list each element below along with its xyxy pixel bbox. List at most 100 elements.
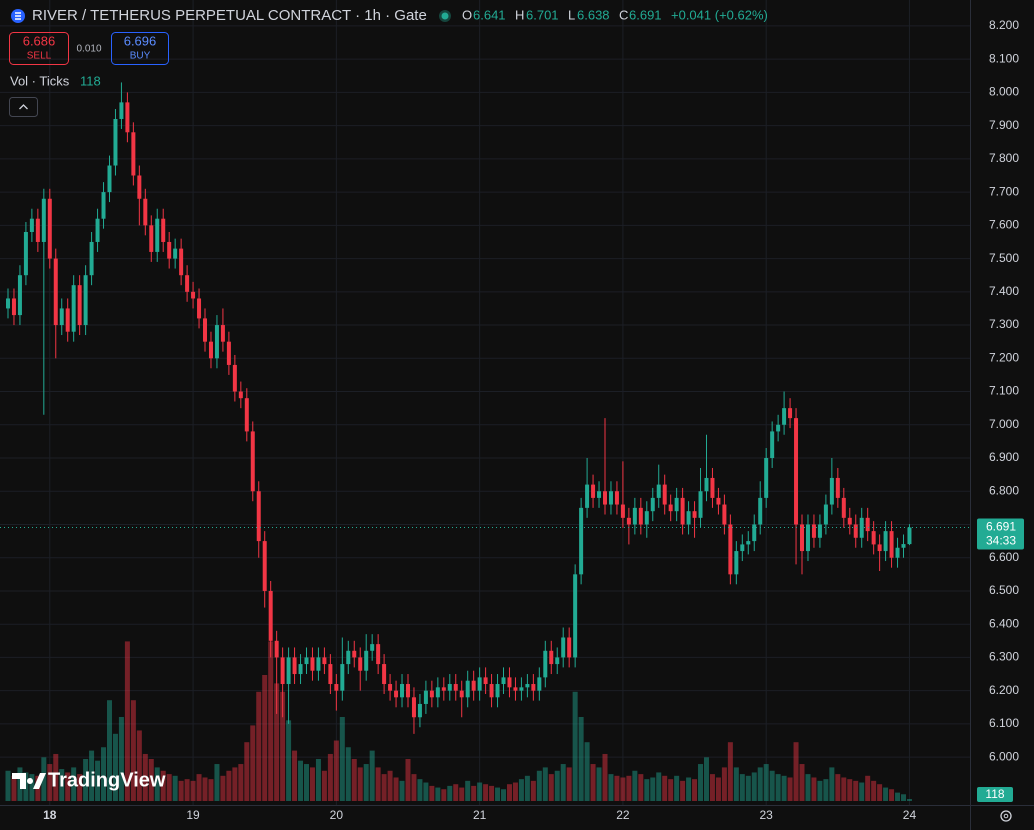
- candles: [6, 82, 912, 734]
- candle-body: [788, 408, 793, 419]
- candle-body: [232, 364, 237, 392]
- volume-bar: [763, 764, 769, 801]
- volume-bar: [548, 774, 554, 801]
- volume-bar: [53, 753, 59, 801]
- candle-body: [149, 225, 154, 252]
- volume-bar: [77, 774, 83, 801]
- settings-icon-center: [1003, 813, 1009, 819]
- candle-body: [95, 218, 100, 242]
- candle-body: [531, 684, 536, 691]
- ohlc-label: H: [515, 7, 524, 22]
- last-price-badge: [977, 518, 1024, 550]
- candle-body: [17, 275, 22, 316]
- candle-body: [405, 684, 410, 698]
- candle-body: [370, 644, 375, 651]
- candle-body: [286, 657, 291, 685]
- buy-button[interactable]: [111, 32, 169, 65]
- x-tick-label: 20: [330, 808, 344, 822]
- volume-bar: [124, 641, 130, 801]
- volume-bar: [417, 779, 423, 801]
- volume-bar: [190, 780, 196, 801]
- candle-body: [161, 218, 166, 242]
- candle-body: [35, 218, 40, 242]
- candle-body: [764, 458, 769, 498]
- candle-body: [23, 231, 28, 276]
- volume-bar: [841, 777, 847, 801]
- candle-body: [889, 531, 894, 558]
- volume-bar: [172, 775, 178, 801]
- settings-icon[interactable]: [1000, 810, 1012, 822]
- y-tick-label: 7.000: [989, 417, 1019, 431]
- sell-button[interactable]: [9, 32, 69, 65]
- candle-body: [376, 644, 381, 665]
- volume-bar: [501, 789, 507, 801]
- candle-body: [841, 497, 846, 518]
- candle-body: [208, 341, 213, 359]
- candle-body: [829, 477, 834, 505]
- candle-body: [901, 544, 906, 548]
- y-tick-label: 7.100: [989, 384, 1019, 398]
- volume-bar: [692, 779, 698, 801]
- volume-bar: [757, 767, 763, 801]
- volume-bar: [381, 774, 387, 801]
- volume-bar: [83, 759, 89, 801]
- spread: 0.010: [76, 44, 101, 55]
- volume-bar: [393, 777, 399, 801]
- volume-bar: [41, 757, 47, 801]
- candle-body: [877, 544, 882, 552]
- candle-body: [734, 551, 739, 575]
- candle-body: [561, 637, 566, 658]
- ohlc-label: O: [462, 7, 472, 22]
- candle-body: [304, 657, 309, 665]
- candle-body: [692, 511, 697, 518]
- candle-body: [29, 218, 34, 232]
- candle-body: [603, 491, 607, 505]
- volume-bar: [369, 750, 375, 801]
- volume-bar: [656, 772, 662, 801]
- volume-bar: [572, 691, 578, 801]
- ohlc-value: 6.638: [577, 7, 610, 22]
- volume-bar: [578, 717, 584, 801]
- symbol-icon-mark: [15, 12, 21, 20]
- y-tick-label: 6.800: [989, 483, 1019, 497]
- candle-body: [125, 102, 130, 133]
- y-tick-label: 6.400: [989, 616, 1019, 630]
- candle-body: [680, 497, 685, 525]
- volume-bar: [435, 787, 441, 801]
- volume-bar: [220, 775, 226, 801]
- volume-bar: [751, 772, 757, 801]
- volume-bar: [596, 767, 602, 801]
- volume-bar: [781, 775, 787, 801]
- candle-body: [435, 687, 440, 698]
- volume-bar: [506, 784, 512, 801]
- candle-body: [101, 192, 106, 219]
- candle-body: [859, 517, 864, 538]
- volume-bar: [71, 767, 77, 801]
- volume-bar: [620, 777, 626, 801]
- volume-bar: [799, 764, 805, 801]
- candle-body: [107, 165, 112, 193]
- volume-bar: [769, 770, 775, 801]
- volume-bar: [626, 775, 632, 801]
- candle-body: [614, 491, 619, 505]
- y-tick-label: 8.000: [989, 85, 1019, 99]
- volume-bar: [512, 782, 518, 801]
- y-tick-label: 6.300: [989, 650, 1019, 664]
- volume-value: 118: [80, 73, 101, 88]
- sell-label: SELL: [27, 51, 52, 62]
- candle-body: [620, 504, 625, 518]
- candle-body: [388, 684, 393, 691]
- collapse-button[interactable]: [9, 97, 38, 117]
- candle-body: [746, 541, 751, 545]
- candle-body: [71, 285, 76, 332]
- volume-bar: [423, 782, 429, 801]
- y-tick-label: 6.000: [989, 749, 1019, 763]
- volume-bar: [196, 774, 202, 801]
- volume-bar: [847, 779, 853, 801]
- x-tick-label: 18: [43, 808, 57, 822]
- volume-bar: [298, 760, 304, 801]
- candle-body: [632, 507, 637, 525]
- volume-bar: [471, 785, 477, 801]
- volume-bar: [901, 794, 906, 801]
- y-tick-label: 6.100: [989, 716, 1019, 730]
